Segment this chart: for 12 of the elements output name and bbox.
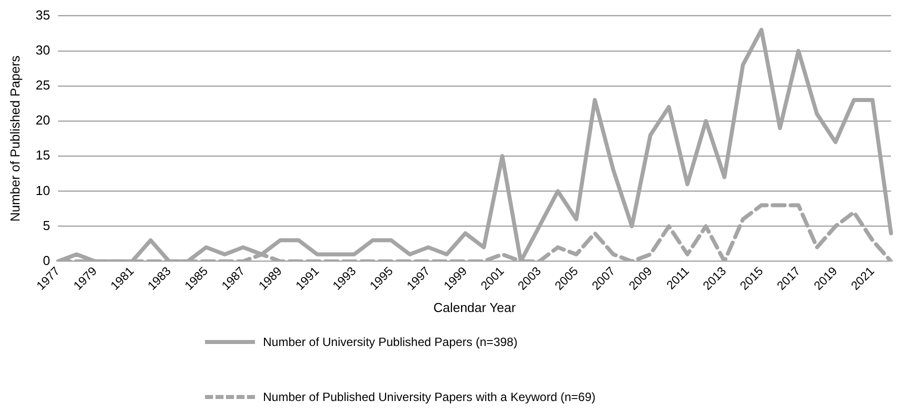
y-tick-label: 5 xyxy=(42,218,50,233)
y-tick-label: 35 xyxy=(36,7,50,22)
y-axis-title: Number of Published Papers xyxy=(7,54,22,222)
y-tick-label: 15 xyxy=(36,148,50,163)
y-tick-label: 20 xyxy=(36,112,50,128)
y-tick-label: 25 xyxy=(36,78,50,93)
x-axis-title: Calendar Year xyxy=(433,300,516,315)
y-tick-label: 30 xyxy=(36,42,50,58)
y-tick-label: 10 xyxy=(36,182,50,198)
legend-label: Number of University Published Papers (n=398) xyxy=(263,335,518,349)
y-tick-label: 0 xyxy=(42,252,50,268)
legend-label: Number of Published University Papers with a Keyword (n=69) xyxy=(263,390,596,404)
